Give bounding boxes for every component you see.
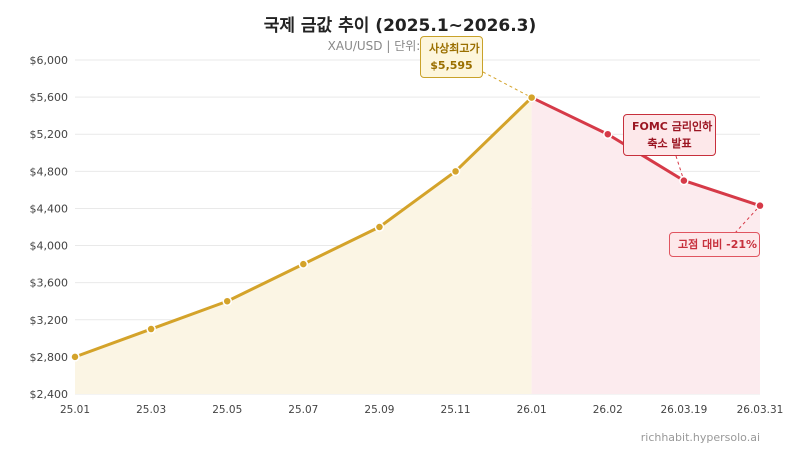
y-tick-label: $5,600 [30, 91, 69, 104]
x-tick-label: 25.11 [441, 404, 471, 416]
x-tick-label: 26.03.19 [661, 404, 708, 416]
y-tick-label: $4,000 [30, 240, 69, 253]
data-point [70, 352, 80, 362]
data-point [374, 222, 385, 232]
peak-callout: 사상최고가 $5,595 [420, 36, 483, 78]
data-point [755, 200, 765, 211]
fall-line [530, 96, 762, 208]
x-tick-label: 26.03.31 [737, 404, 784, 416]
drop-leader-line [734, 205, 761, 234]
y-tick-label: $2,400 [30, 388, 69, 401]
data-point [298, 259, 309, 269]
data-point [526, 92, 537, 103]
y-tick-label: $2,800 [30, 351, 69, 364]
rise-area [75, 97, 532, 394]
fomc-leader-line [675, 155, 685, 181]
drop-callout: 고점 대비 -21% [669, 232, 760, 257]
data-point [603, 129, 613, 139]
data-point [679, 175, 689, 186]
data-point [222, 296, 232, 306]
y-tick-label: $3,600 [30, 277, 69, 290]
x-tick-label: 25.09 [364, 404, 394, 416]
y-tick-label: $4,400 [30, 202, 69, 215]
x-tick-label: 25.07 [288, 404, 318, 416]
axis-layer: $2,400 $2,800 $3,200 $3,600 $4,000 $4,400 $4,8… [30, 54, 784, 416]
x-tick-label: 25.05 [212, 404, 242, 416]
fomc-callout-line1: FOMC 금리인하 [632, 120, 713, 133]
area-fill-layer [75, 97, 760, 394]
fomc-callout-line2: 축소 발표 [647, 137, 692, 150]
point-layer [70, 92, 765, 362]
data-point [450, 166, 461, 177]
watermark: richhabit.hypersolo.ai [640, 431, 760, 444]
y-tick-label: $6,000 [30, 54, 69, 67]
peak-callout-label: 사상최고가 [429, 42, 480, 55]
fall-area [531, 97, 760, 394]
fomc-callout: FOMC 금리인하 축소 발표 [623, 114, 716, 156]
y-tick-label: $5,200 [30, 128, 69, 141]
chart-title: 국제 금값 추이 (2025.1~2026.3) [263, 16, 537, 36]
x-tick-label: 26.01 [517, 404, 547, 416]
y-tick-label: $3,200 [30, 314, 69, 327]
peak-callout-value: $5,595 [430, 59, 473, 72]
data-point [146, 324, 156, 334]
x-tick-label: 25.03 [136, 404, 166, 416]
callout-leader-layer [482, 71, 761, 234]
x-tick-label: 25.01 [60, 404, 90, 416]
y-tick-label: $4,800 [30, 165, 69, 178]
x-tick-label: 26.02 [593, 404, 623, 416]
peak-leader-line [482, 71, 532, 99]
